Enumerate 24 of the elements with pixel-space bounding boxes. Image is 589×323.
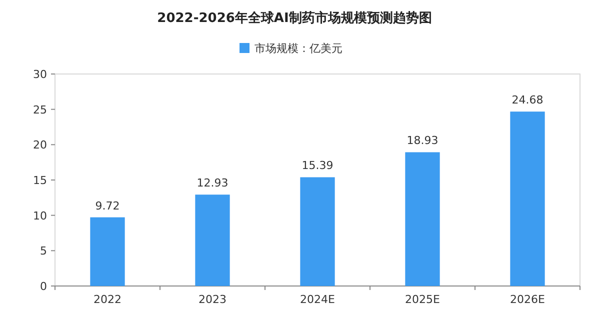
y-tick-label: 30 [33, 68, 47, 81]
x-tick-label: 2026E [510, 293, 546, 306]
data-label: 15.39 [302, 159, 334, 172]
x-tick-label: 2022 [94, 293, 122, 306]
x-tick-label: 2023 [198, 293, 226, 306]
y-tick-label: 15 [33, 174, 47, 187]
data-label: 12.93 [196, 176, 228, 190]
bar [195, 194, 230, 286]
y-tick-label: 20 [33, 138, 47, 152]
x-tick-label: 2024E [300, 293, 336, 306]
bar [300, 177, 335, 286]
y-tick-label: 0 [40, 280, 47, 293]
x-tick-label: 2025E [405, 293, 440, 306]
bar [510, 112, 545, 286]
y-tick-label: 5 [40, 244, 47, 258]
legend: 市场规模：亿美元 [240, 42, 342, 55]
bar [90, 217, 125, 286]
data-label: 24.68 [512, 94, 544, 107]
bar [405, 152, 440, 286]
chart-title: 2022-2026年全球AI制药市场规模预测趋势图 [157, 10, 432, 26]
data-label: 18.93 [406, 134, 438, 148]
y-tick-label: 10 [33, 209, 47, 222]
y-tick-label: 25 [33, 103, 47, 116]
data-label: 9.72 [95, 199, 120, 212]
